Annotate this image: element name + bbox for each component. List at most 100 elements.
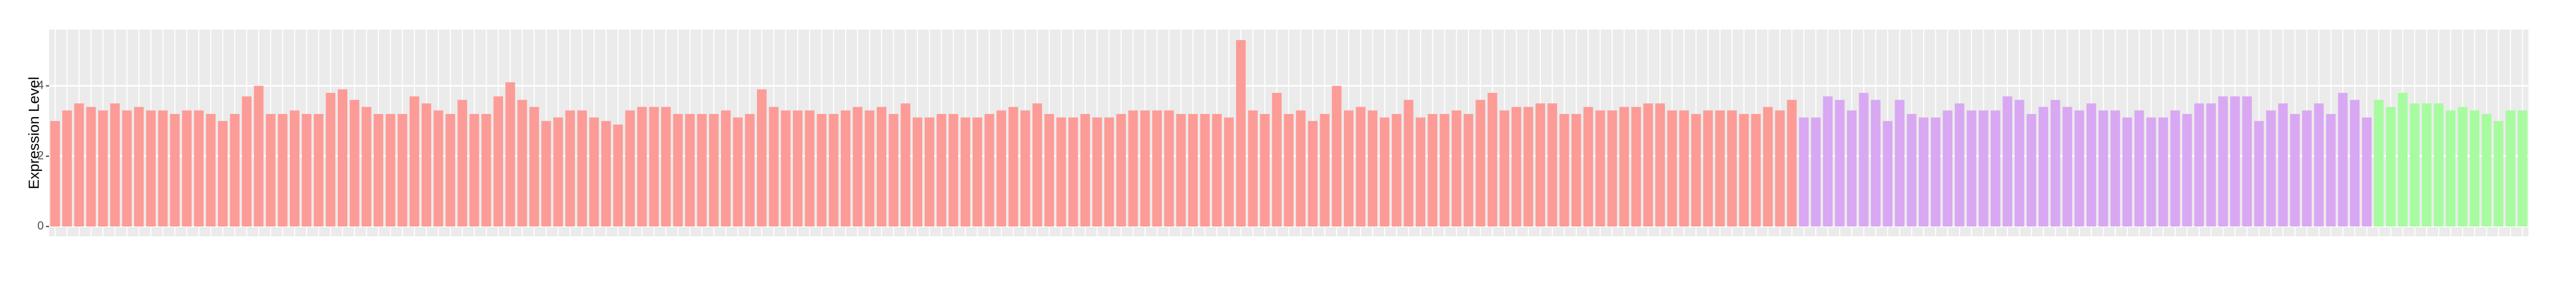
bar — [122, 110, 132, 227]
bar — [1463, 114, 1473, 227]
bar — [1032, 103, 1043, 227]
bar — [1176, 114, 1186, 227]
bar — [673, 114, 683, 227]
bar — [1978, 110, 1988, 227]
bar — [409, 96, 420, 227]
bar — [601, 121, 611, 227]
bar — [1391, 114, 1401, 227]
bar — [2026, 114, 2037, 227]
bar — [2110, 110, 2120, 227]
bar — [1739, 114, 1749, 227]
bar — [62, 110, 72, 227]
bar — [2494, 121, 2504, 227]
bar — [1356, 107, 1366, 227]
bar — [517, 100, 527, 227]
bar — [1188, 114, 1198, 227]
bar — [2002, 96, 2013, 227]
bar — [1655, 103, 1665, 227]
bar — [1871, 100, 1881, 227]
bar — [2086, 103, 2096, 227]
bar — [1955, 103, 1965, 227]
bar — [1799, 117, 1809, 227]
bar — [1452, 110, 1462, 227]
bar — [1571, 114, 1581, 227]
bar — [2482, 114, 2492, 227]
bar — [1020, 110, 1030, 227]
bar — [972, 117, 982, 227]
bar — [493, 96, 503, 227]
bar — [1427, 114, 1437, 227]
bar — [661, 107, 671, 227]
bar — [1320, 114, 1330, 227]
bar — [2302, 110, 2312, 227]
bar — [362, 107, 372, 227]
bar — [1763, 107, 1773, 227]
bar — [326, 93, 336, 227]
bar — [793, 110, 803, 227]
bar — [1116, 114, 1126, 227]
bar — [206, 114, 216, 227]
bar — [2338, 93, 2348, 227]
bar — [1727, 110, 1737, 227]
bar — [2385, 107, 2396, 227]
bar — [1595, 110, 1605, 227]
bar — [1715, 110, 1725, 227]
bar — [1751, 114, 1761, 227]
bar — [2182, 114, 2192, 227]
bar — [649, 107, 659, 227]
bar — [1332, 85, 1342, 227]
bar — [1583, 107, 1593, 227]
bar — [182, 110, 192, 227]
bar — [1343, 110, 1354, 227]
bar — [469, 114, 479, 227]
bar — [829, 114, 839, 227]
bar — [1308, 121, 1318, 227]
bar — [745, 114, 755, 227]
bar — [2242, 96, 2252, 227]
bar — [1859, 93, 1869, 227]
bar — [2433, 103, 2444, 227]
bar — [86, 107, 96, 227]
bar — [613, 125, 623, 227]
bar — [685, 114, 695, 227]
bar — [2374, 100, 2384, 227]
bar — [2254, 121, 2264, 227]
bar — [446, 114, 456, 227]
bar — [541, 121, 551, 227]
y-tick-label: 4 — [37, 78, 44, 91]
bar — [1104, 117, 1114, 227]
bar — [158, 110, 168, 227]
bar — [2469, 110, 2479, 227]
bar — [2505, 110, 2516, 227]
bar — [301, 114, 311, 227]
bar — [637, 107, 647, 227]
bar — [1823, 96, 1833, 227]
bar — [553, 117, 563, 227]
bar — [936, 114, 946, 227]
bar — [1044, 114, 1054, 227]
bar — [2075, 110, 2085, 227]
y-axis-label: Expression Level — [25, 77, 42, 189]
bar — [349, 100, 359, 227]
bar — [949, 114, 959, 227]
bar — [2206, 103, 2216, 227]
bar — [1499, 110, 1510, 227]
bar — [709, 114, 719, 227]
bar — [1080, 114, 1090, 227]
bar — [1128, 110, 1138, 227]
bar — [2218, 96, 2228, 227]
bar — [1296, 110, 1306, 227]
bar — [1811, 117, 1821, 227]
bar — [840, 110, 851, 227]
bar — [1846, 110, 1857, 227]
bar — [2362, 117, 2372, 227]
bar — [1559, 114, 1569, 227]
bar — [505, 82, 515, 227]
bar — [1631, 107, 1641, 227]
bar — [853, 107, 863, 227]
bar — [1248, 110, 1258, 227]
bar — [2158, 117, 2168, 227]
bar — [314, 114, 324, 227]
bar — [913, 117, 923, 227]
